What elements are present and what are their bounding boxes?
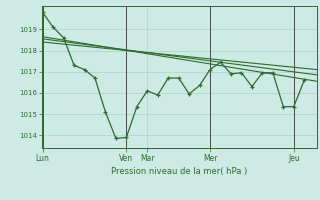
X-axis label: Pression niveau de la mer( hPa ): Pression niveau de la mer( hPa ) (111, 167, 247, 176)
